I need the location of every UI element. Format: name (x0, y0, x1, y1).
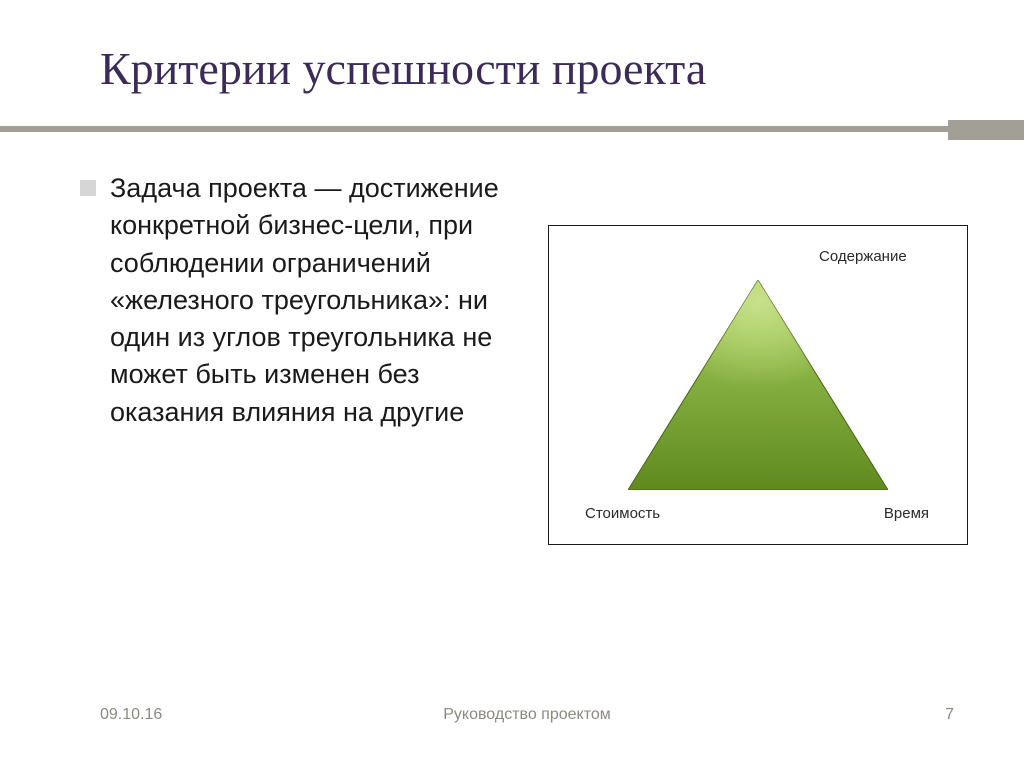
title-area: Критерии успешности проекта (100, 42, 964, 95)
footer: 09.10.16 Руководство проектом 7 (100, 706, 954, 724)
bullet-item: Задача проекта — достижение конкретной б… (80, 170, 518, 431)
bullet-square-icon (80, 180, 96, 196)
figure-column: Содержание Стоимос (548, 225, 968, 545)
triangle-label-bottom-right: Время (884, 505, 929, 522)
bullet-text: Задача проекта — достижение конкретной б… (110, 170, 518, 431)
footer-center: Руководство проектом (443, 706, 611, 724)
text-column: Задача проекта — достижение конкретной б… (80, 170, 518, 545)
triangle-label-top: Содержание (819, 248, 907, 265)
slide: Критерии успешности проекта Задача проек… (0, 0, 1024, 768)
slide-title: Критерии успешности проекта (100, 42, 964, 95)
triangle-label-bottom-left: Стоимость (585, 505, 660, 522)
triangle-icon (628, 280, 888, 490)
content-area: Задача проекта — достижение конкретной б… (80, 170, 968, 545)
divider-accent (948, 120, 1024, 140)
footer-page: 7 (945, 706, 954, 724)
footer-date: 09.10.16 (100, 706, 162, 724)
title-divider (0, 126, 1024, 132)
divider-bar (0, 126, 1024, 132)
iron-triangle-figure: Содержание Стоимос (548, 225, 968, 545)
